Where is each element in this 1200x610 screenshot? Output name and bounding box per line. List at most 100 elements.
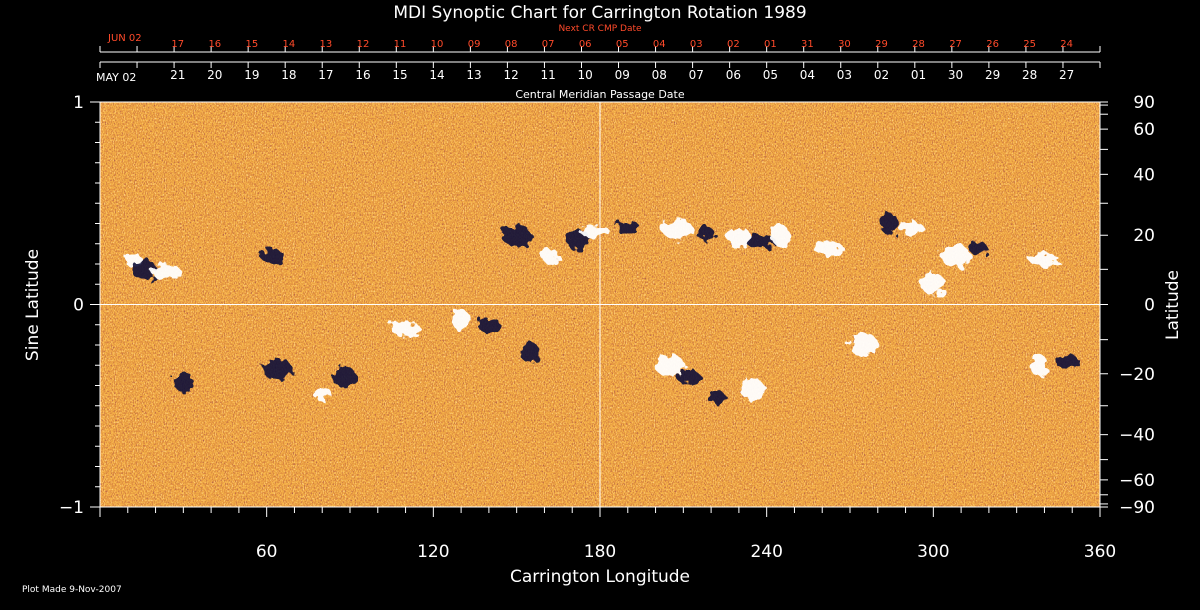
active-region-positive (848, 334, 879, 356)
cmp-date-label: 09 (615, 68, 630, 82)
next-cr-date-label: 08 (505, 39, 518, 50)
cmp-date-label: 10 (578, 68, 593, 82)
x-axis-label: Carrington Longitude (510, 567, 690, 587)
active-region-negative (501, 224, 532, 247)
cmp-date-label: 07 (689, 68, 704, 82)
next-cr-date-label: 30 (838, 39, 851, 50)
lat-tick-label: −40 (1119, 426, 1155, 446)
next-cr-date-label: 07 (542, 39, 555, 50)
lat-tick-label: 60 (1133, 120, 1155, 140)
y-tick-label: 0 (73, 296, 84, 316)
next-cr-date-label: 13 (320, 39, 333, 50)
next-cr-date-label: 11 (394, 39, 407, 50)
cmp-date-label: 16 (355, 68, 370, 82)
active-region-negative (696, 226, 715, 241)
x-tick-label: 180 (584, 542, 616, 562)
active-region-positive (740, 378, 765, 401)
active-region-negative (615, 220, 640, 235)
next-cr-date-label: 03 (690, 39, 703, 50)
next-cr-date-label: 27 (949, 39, 962, 50)
active-region-negative (262, 358, 293, 381)
top-axis-label: Central Meridian Passage Date (515, 88, 684, 101)
cmp-date-label: 15 (392, 68, 407, 82)
lat-tick-label: 20 (1133, 226, 1155, 246)
x-tick-label: 300 (917, 542, 949, 562)
cmp-date-label: 01 (911, 68, 926, 82)
cmp-date-label: 12 (503, 68, 518, 82)
next-cr-date-label: 05 (616, 39, 629, 50)
y-tick-label: 1 (73, 93, 84, 113)
cmp-date-label: 03 (837, 68, 852, 82)
active-region-positive (1029, 354, 1048, 377)
x-tick-label: 360 (1084, 542, 1116, 562)
cmp-date-label: 08 (652, 68, 667, 82)
next-cr-date-label: 16 (208, 39, 221, 50)
active-region-negative (332, 366, 357, 389)
next-cr-label: Next CR CMP Date (558, 24, 642, 34)
active-region-positive (541, 248, 559, 263)
next-cr-date-label: 09 (468, 39, 481, 50)
next-cr-date-label: 01 (764, 39, 777, 50)
active-region-positive (390, 321, 421, 336)
cmp-date-label: 27 (1059, 68, 1074, 82)
active-region-negative (879, 212, 898, 235)
lat-tick-label: −60 (1119, 471, 1155, 491)
x-tick-label: 120 (417, 542, 449, 562)
next-cr-date-label: 31 (801, 39, 814, 50)
y-axis-right-label: Latitude (1163, 270, 1183, 340)
active-region-negative (132, 259, 157, 282)
cmp-date-label: 19 (244, 68, 259, 82)
active-region-positive (313, 386, 332, 401)
active-region-positive (812, 240, 843, 255)
cmp-date-label: 11 (541, 68, 556, 82)
cmp-date-label: 30 (948, 68, 963, 82)
cmp-date-label: 18 (281, 68, 296, 82)
active-region-positive (452, 309, 471, 332)
lat-tick-label: 90 (1133, 93, 1155, 113)
next-cr-date-label: 02 (727, 39, 740, 50)
next-cr-date-label: 29 (875, 39, 888, 50)
plot-made-note: Plot Made 9-Nov-2007 (22, 585, 122, 595)
active-region-positive (654, 354, 685, 377)
y-axis-label: Sine Latitude (23, 249, 43, 361)
next-cr-date-label: 15 (245, 39, 258, 50)
cmp-date-label: 20 (207, 68, 222, 82)
cmp-date-label: 06 (726, 68, 741, 82)
active-region-positive (1029, 252, 1060, 267)
next-cr-date-label: 24 (1060, 39, 1073, 50)
active-region-positive (940, 244, 971, 267)
next-cr-date-label: 04 (653, 39, 666, 50)
lat-tick-label: −20 (1119, 365, 1155, 385)
lat-tick-label: −90 (1119, 498, 1155, 518)
x-tick-label: 60 (256, 542, 278, 562)
active-region-negative (174, 370, 193, 393)
active-region-negative (968, 240, 987, 255)
next-cr-date-label: 10 (431, 39, 444, 50)
cmp-date-label: 29 (985, 68, 1000, 82)
active-region-negative (676, 370, 701, 385)
lat-tick-label: 40 (1133, 165, 1155, 185)
active-region-positive (921, 273, 946, 296)
next-cr-date-label: 12 (357, 39, 370, 50)
next-cr-date-label: 25 (1023, 39, 1036, 50)
active-region-positive (579, 224, 610, 239)
cmp-date-label: 02 (874, 68, 889, 82)
cmp-date-label: 17 (318, 68, 333, 82)
cmp-date-label: 05 (763, 68, 778, 82)
active-region-positive (899, 220, 924, 235)
y-tick-label: −1 (59, 498, 84, 518)
active-region-positive (662, 218, 693, 241)
x-tick-label: 240 (750, 542, 782, 562)
active-region-negative (746, 234, 777, 249)
next-cr-date-label: 06 (579, 39, 592, 50)
active-region-negative (476, 317, 501, 332)
active-region-negative (260, 248, 285, 263)
next-cr-month-label: JUN 02 (107, 33, 142, 44)
active-region-positive (771, 224, 790, 247)
active-region-negative (707, 390, 726, 405)
cmp-date-label: 21 (170, 68, 185, 82)
next-cr-date-label: 28 (912, 39, 925, 50)
next-cr-date-label: 17 (171, 39, 184, 50)
cmp-month-label: MAY 02 (96, 71, 136, 84)
